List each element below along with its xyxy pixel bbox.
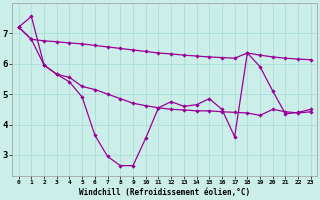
- X-axis label: Windchill (Refroidissement éolien,°C): Windchill (Refroidissement éolien,°C): [79, 188, 250, 197]
